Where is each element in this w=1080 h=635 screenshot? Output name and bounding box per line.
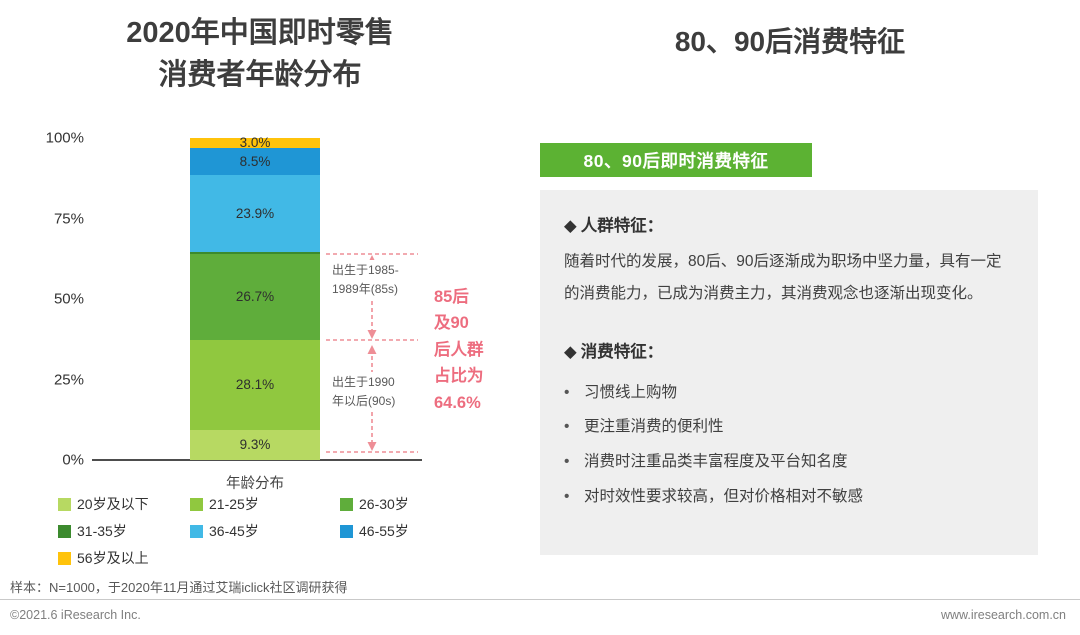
legend-swatch bbox=[58, 524, 71, 538]
legend-swatch bbox=[58, 497, 71, 511]
bullet-text: 消费时注重品类丰富程度及平台知名度 bbox=[584, 452, 848, 470]
section-title: 80、90后消费特征 bbox=[674, 26, 906, 57]
footer-divider bbox=[0, 599, 1080, 600]
y-tick-label: 25% bbox=[53, 371, 84, 388]
panel-header: 80、90后即时消费特征 bbox=[540, 143, 812, 177]
bullet-dot-icon: • bbox=[564, 383, 570, 401]
section2-title: ◆ 消费特征： bbox=[564, 338, 1014, 362]
bullet-item: • 对时效性要求较高，但对价格相对不敏感 bbox=[564, 480, 1014, 515]
section2-title-text: 消费特征： bbox=[580, 342, 664, 361]
bar-segment-20岁及以下: 9.3% bbox=[190, 430, 320, 460]
legend-item-46-55岁: 46-55岁 bbox=[340, 521, 490, 541]
bullet-list: • 习惯线上购物 • 更注重消费的便利性 • 消费时注重品类丰富程度及平台知名度 • 对时效性… bbox=[564, 376, 1014, 515]
bar-segment-26-30岁: 26.7% bbox=[190, 253, 320, 340]
legend-label: 56岁及以上 bbox=[77, 550, 149, 566]
bullet-text: 对时效性要求较高，但对价格相对不敏感 bbox=[584, 487, 864, 505]
annotation-highlight-64-6: 85后 及90 后人群 占比为 64.6% bbox=[434, 288, 484, 412]
legend-label: 36-45岁 bbox=[209, 523, 259, 539]
x-axis-label: 年龄分布 bbox=[226, 476, 284, 492]
legend-item-21-25岁: 21-25岁 bbox=[190, 494, 340, 514]
section1-title: ◆ 人群特征： bbox=[564, 212, 1014, 236]
bar-segment-21-25岁: 28.1% bbox=[190, 339, 320, 431]
features-panel: ◆ 人群特征： 随着时代的发展，80后、90后逐渐成为职场中坚力量，具有一定的消费… bbox=[540, 190, 1038, 555]
section1-title-text: 人群特征： bbox=[580, 217, 664, 235]
legend-swatch bbox=[58, 551, 71, 565]
legend-item-26-30岁: 26-30岁 bbox=[340, 494, 490, 514]
legend-label: 21-25岁 bbox=[209, 496, 259, 512]
legend-item-31-35岁: 31-35岁 bbox=[58, 521, 190, 541]
annotation-born-90s: 出生于1990 年以后(90s) bbox=[330, 372, 428, 413]
bullet-text: 更注重消费的便利性 bbox=[584, 418, 724, 436]
bar-segment-value: 8.5% bbox=[239, 153, 271, 169]
legend-swatch bbox=[190, 524, 203, 538]
diamond-icon: ◆ bbox=[564, 342, 577, 361]
x-axis-line bbox=[92, 459, 422, 461]
legend-swatch bbox=[340, 497, 353, 511]
y-tick-label: 100% bbox=[45, 129, 84, 147]
bar-segment-value: 9.3% bbox=[239, 437, 271, 453]
bar-segment-value: 26.7% bbox=[235, 288, 275, 304]
legend-item-56岁及以上: 56岁及以上 bbox=[58, 548, 190, 568]
legend-swatch bbox=[340, 524, 353, 538]
copyright: ©2021.6 iResearch Inc. bbox=[10, 608, 141, 622]
legend-label: 20岁及以下 bbox=[77, 496, 149, 512]
legend-item-20岁及以下: 20岁及以下 bbox=[58, 494, 190, 514]
y-tick-label: 75% bbox=[53, 210, 84, 227]
bullet-text: 习惯线上购物 bbox=[584, 383, 678, 401]
annotation-born-85s: 出生于1985- 1989年(85s) bbox=[330, 260, 428, 301]
bar-segment-36-45岁: 23.9% bbox=[190, 175, 320, 252]
diamond-icon: ◆ bbox=[564, 217, 577, 235]
bullet-dot-icon: • bbox=[564, 487, 570, 505]
legend-item-36-45岁: 36-45岁 bbox=[190, 521, 340, 541]
chart-title: 2020年中国即时零售 消费者年龄分布 bbox=[126, 17, 394, 92]
legend-label: 26-30岁 bbox=[359, 496, 409, 512]
chart-legend: 20岁及以下 21-25岁 26-30岁 31-35岁 36-45岁 46-55岁 56岁及… bbox=[58, 494, 490, 568]
bar-segment-value: 23.9% bbox=[235, 205, 275, 221]
sample-note: 样本：N=1000，于2020年11月通过艾瑞iclick社区调研获得 bbox=[10, 580, 348, 595]
y-tick-label: 0% bbox=[62, 451, 84, 469]
bullet-dot-icon: • bbox=[564, 452, 570, 470]
age-distribution-chart: 100% 75% 50% 25% 0% 9.3% 28.1% 26.7% 23.9% 8.5% 3… bbox=[40, 128, 520, 568]
legend-label: 46-55岁 bbox=[359, 523, 409, 539]
stacked-bar: 9.3% 28.1% 26.7% 23.9% 8.5% 3.0% bbox=[190, 135, 320, 460]
bullet-item: • 更注重消费的便利性 bbox=[564, 410, 1014, 445]
bar-segment-31-35岁 bbox=[190, 252, 320, 254]
bullet-item: • 习惯线上购物 bbox=[564, 376, 1014, 411]
website-url: www.iresearch.com.cn bbox=[940, 608, 1066, 622]
y-tick-label: 50% bbox=[53, 290, 84, 308]
bar-segment-value: 28.1% bbox=[235, 377, 275, 393]
bar-segment-46-55岁: 8.5% bbox=[190, 147, 320, 176]
legend-swatch bbox=[190, 497, 203, 511]
bar-segment-value: 3.0% bbox=[239, 135, 271, 151]
y-axis: 100% 75% 50% 25% 0% bbox=[40, 128, 84, 469]
bullet-item: • 消费时注重品类丰富程度及平台知名度 bbox=[564, 445, 1014, 480]
bullet-dot-icon: • bbox=[564, 418, 570, 436]
bar-segment-56岁及以上: 3.0% bbox=[190, 135, 320, 151]
legend-label: 31-35岁 bbox=[77, 523, 127, 539]
section1-body: 随着时代的发展，80后、90后逐渐成为职场中坚力量，具有一定的消费能力，已成为消… bbox=[564, 253, 1002, 302]
